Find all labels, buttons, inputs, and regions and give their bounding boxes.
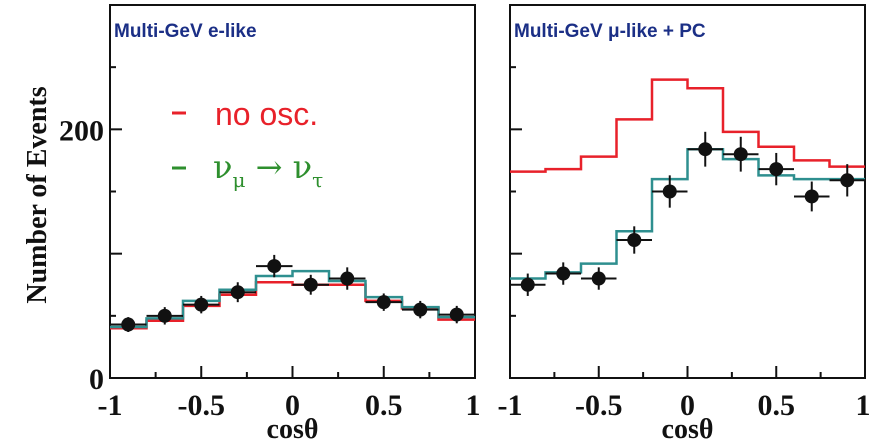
data-point [230, 285, 245, 300]
panel-mu-like-pc: Multi-GeV μ-like + PC -1 -0.5 0 0.5 1 co… [498, 4, 871, 442]
data-point [267, 259, 282, 274]
data-point [733, 147, 748, 162]
data-point [840, 173, 855, 188]
x-tick-label: -1 [498, 389, 523, 422]
x-axis-label: cosθ [662, 414, 714, 442]
x-tick-label: -0.5 [575, 389, 623, 422]
x-tick-label: 1 [466, 389, 481, 422]
y-tick-label: 200 [59, 114, 104, 147]
data-point [194, 297, 209, 312]
data-point [769, 162, 784, 177]
x-axis-label: cosθ [267, 414, 319, 442]
data-point [662, 184, 677, 199]
data-point [449, 307, 464, 322]
data-point [303, 277, 318, 292]
data-point [157, 308, 172, 323]
panel-title: Multi-GeV μ-like + PC [514, 21, 706, 42]
data-point [340, 271, 355, 286]
hist-numu-nutau [510, 147, 865, 280]
x-tick-label: 1 [856, 389, 871, 422]
y-axis-label: Number of Events [22, 86, 53, 303]
data-point [413, 302, 428, 317]
hist-no-osc [510, 78, 865, 173]
data-point [556, 266, 571, 281]
panel-e-like: Multi-GeV e-like -1 -0.5 0 0.5 1 0 200 c… [59, 4, 481, 442]
data-point [627, 232, 642, 247]
data-point [698, 142, 713, 157]
legend-label-numu-nutau: νμ → ντ [213, 148, 323, 192]
data-point [121, 317, 136, 332]
x-tick-label: -1 [98, 389, 123, 422]
legend-label-no-osc: no osc. [215, 96, 318, 132]
x-tick-label: -0.5 [178, 389, 226, 422]
x-tick-label: 0 [285, 389, 300, 422]
x-tick-label: 0.5 [758, 389, 796, 422]
data-point [591, 271, 606, 286]
data-point [520, 277, 535, 292]
data-point [804, 189, 819, 204]
data-point [376, 295, 391, 310]
x-tick-label: 0.5 [365, 389, 403, 422]
legend: no osc. νμ → ντ [172, 96, 323, 192]
y-tick-label: 0 [89, 363, 104, 396]
x-tick-label: 0 [680, 389, 695, 422]
panel-title: Multi-GeV e-like [114, 21, 257, 42]
